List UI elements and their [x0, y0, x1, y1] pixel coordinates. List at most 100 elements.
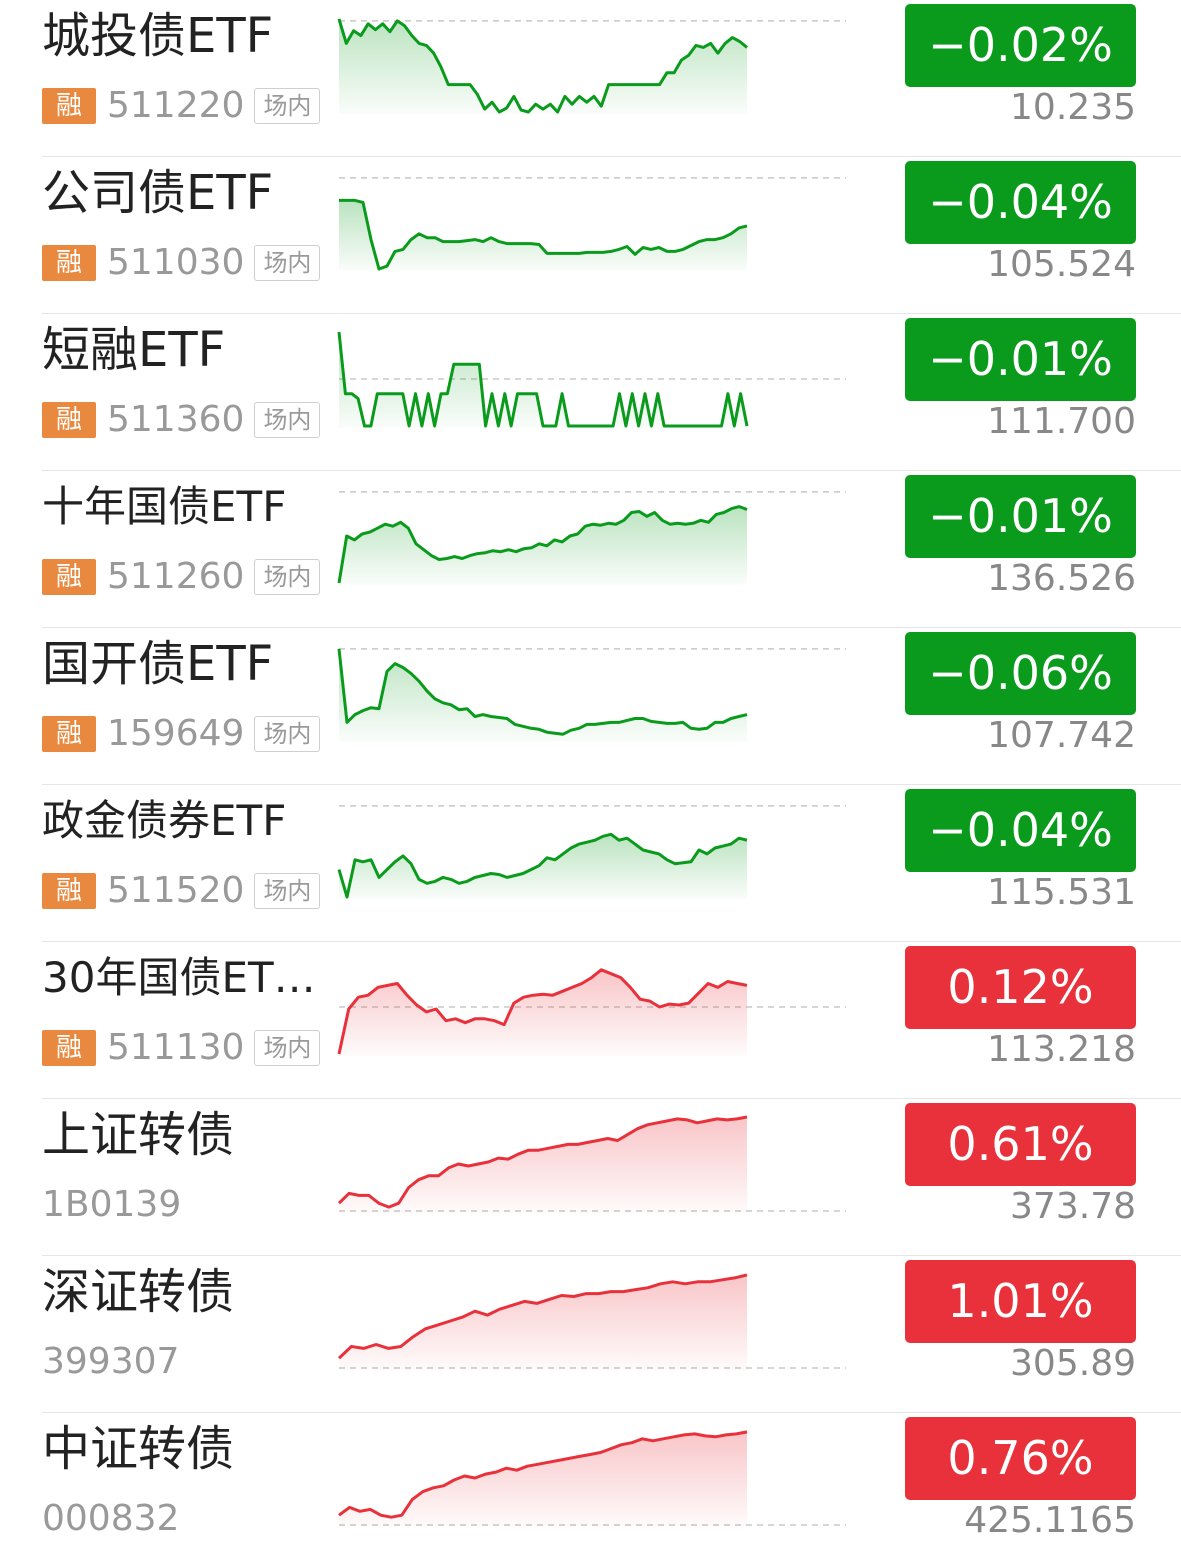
- row-divider: [42, 470, 1181, 471]
- security-name: 深证转债: [42, 1264, 235, 1320]
- security-code: 511130: [107, 1027, 245, 1068]
- row-divider: [42, 156, 1181, 157]
- row-divider: [42, 313, 1181, 314]
- sparkline-line: [337, 505, 748, 584]
- list-item[interactable]: 国开债ETF 融 159649 场内 −0.06% 107.742: [0, 628, 1181, 785]
- last-price: 373.78: [1010, 1186, 1136, 1227]
- margin-badge: 融: [42, 1030, 96, 1066]
- market-badge: 场内: [254, 873, 321, 909]
- last-price: 107.742: [987, 715, 1136, 756]
- last-price: 305.89: [1010, 1343, 1136, 1384]
- last-price: 105.524: [987, 244, 1136, 285]
- row-divider: [42, 1412, 1181, 1413]
- last-price: 115.531: [987, 872, 1136, 913]
- sparkline-area: [339, 969, 747, 1056]
- change-percent-badge[interactable]: −0.01%: [905, 318, 1136, 401]
- margin-badge: 融: [42, 88, 96, 124]
- sparkline-area: [339, 834, 747, 899]
- change-percent-badge[interactable]: −0.06%: [905, 632, 1136, 715]
- margin-badge: 融: [42, 559, 96, 595]
- row-divider: [42, 627, 1181, 628]
- list-item[interactable]: 政金债券ETF 融 511520 场内 −0.04% 115.531: [0, 785, 1181, 942]
- list-item[interactable]: 短融ETF 融 511360 场内 −0.01% 111.700: [0, 314, 1181, 471]
- security-code: 159649: [107, 713, 245, 754]
- last-price: 136.526: [987, 558, 1136, 599]
- security-meta: 融 511130 场内: [42, 1027, 321, 1068]
- intraday-sparkline: [337, 648, 846, 742]
- security-name: 政金债券ETF: [42, 796, 287, 845]
- sparkline-area: [339, 200, 747, 271]
- margin-badge: 融: [42, 245, 96, 281]
- intraday-sparkline: [339, 177, 846, 271]
- market-badge: 场内: [254, 559, 321, 595]
- security-name: 城投债ETF: [42, 8, 274, 64]
- intraday-sparkline: [337, 491, 846, 585]
- last-price: 111.700: [987, 401, 1136, 442]
- sparkline-line: [337, 648, 748, 736]
- intraday-sparkline: [337, 1115, 846, 1213]
- list-item[interactable]: 中证转债 000832 0.76% 425.1165: [0, 1413, 1181, 1546]
- sparkline-area: [339, 18, 747, 114]
- list-item[interactable]: 城投债ETF 融 511220 场内 −0.02% 10.235: [0, 0, 1181, 157]
- list-item[interactable]: 公司债ETF 融 511030 场内 −0.04% 105.524: [0, 157, 1181, 314]
- intraday-sparkline: [338, 1430, 846, 1527]
- security-name: 30年国债ET…: [42, 953, 316, 1002]
- sparkline-area: [339, 1431, 747, 1527]
- change-percent-badge[interactable]: −0.04%: [905, 789, 1136, 872]
- market-badge: 场内: [254, 716, 321, 752]
- security-meta: 融 511220 场内: [42, 85, 321, 126]
- change-percent-badge[interactable]: 0.76%: [905, 1417, 1136, 1500]
- intraday-sparkline: [337, 1273, 846, 1370]
- list-item[interactable]: 30年国债ET… 融 511130 场内 0.12% 113.218: [0, 942, 1181, 1099]
- sparkline-line: [337, 331, 749, 428]
- sparkline-line: [337, 18, 748, 114]
- list-item[interactable]: 上证转债 1B0139 0.61% 373.78: [0, 1099, 1181, 1256]
- security-code: 511220: [107, 85, 245, 126]
- sparkline-area: [339, 1274, 747, 1370]
- security-name: 国开债ETF: [42, 636, 274, 692]
- change-percent-badge[interactable]: 0.61%: [905, 1103, 1136, 1186]
- sparkline-area: [339, 648, 747, 742]
- margin-badge: 融: [42, 402, 96, 438]
- sparkline-line: [337, 1273, 748, 1360]
- sparkline-area: [339, 1117, 747, 1213]
- security-code: 511360: [107, 399, 245, 440]
- change-percent-badge[interactable]: −0.04%: [905, 161, 1136, 244]
- security-meta: 融 511360 场内: [42, 399, 321, 440]
- change-percent-badge[interactable]: 0.12%: [905, 946, 1136, 1029]
- sparkline-line: [337, 968, 748, 1055]
- market-badge: 场内: [254, 402, 321, 438]
- security-code: 511030: [107, 242, 245, 283]
- intraday-sparkline: [337, 331, 846, 428]
- market-badge: 场内: [254, 1030, 321, 1066]
- market-badge: 场内: [254, 88, 321, 124]
- list-item[interactable]: 深证转债 399307 1.01% 305.89: [0, 1256, 1181, 1413]
- security-meta: 融 511520 场内: [42, 870, 321, 911]
- security-meta: 融 159649 场内: [42, 713, 321, 754]
- sparkline-line: [338, 1430, 748, 1519]
- security-name: 中证转债: [42, 1421, 235, 1477]
- change-percent-badge[interactable]: 1.01%: [905, 1260, 1136, 1343]
- list-item[interactable]: 十年国债ETF 融 511260 场内 −0.01% 136.526: [0, 471, 1181, 628]
- change-percent-badge[interactable]: −0.02%: [905, 4, 1136, 87]
- security-meta: 399307: [42, 1342, 189, 1382]
- last-price: 425.1165: [964, 1500, 1136, 1541]
- margin-badge: 融: [42, 873, 96, 909]
- security-code: 000832: [42, 1498, 180, 1539]
- last-price: 10.235: [1010, 87, 1136, 128]
- market-badge: 场内: [254, 245, 321, 281]
- sparkline-line: [339, 198, 748, 271]
- row-divider: [42, 1098, 1181, 1099]
- security-code: 511520: [107, 870, 245, 911]
- intraday-sparkline: [337, 805, 846, 899]
- security-meta: 融 511030 场内: [42, 242, 321, 283]
- change-percent-badge[interactable]: −0.01%: [905, 475, 1136, 558]
- security-code: 511260: [107, 556, 245, 597]
- security-name: 上证转债: [42, 1107, 235, 1163]
- row-divider: [42, 1255, 1181, 1256]
- sparkline-line: [337, 832, 748, 899]
- security-name: 十年国债ETF: [42, 482, 287, 531]
- security-meta: 融 511260 场内: [42, 556, 321, 597]
- intraday-sparkline: [337, 18, 846, 114]
